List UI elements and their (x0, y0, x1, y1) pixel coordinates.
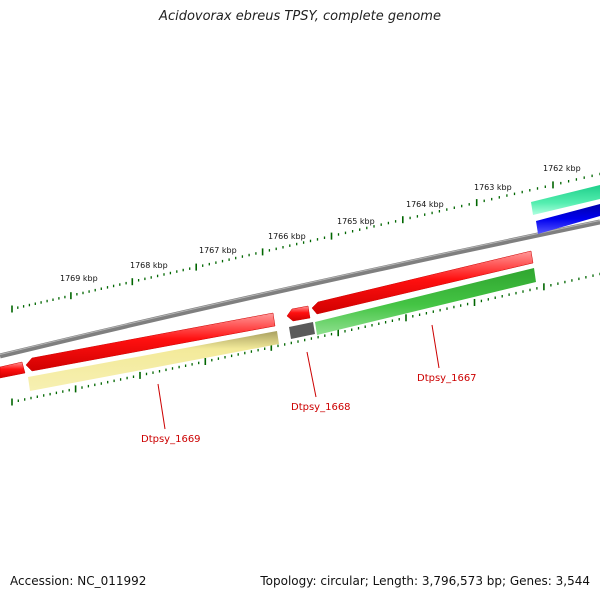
backbone-ring-highlight (0, 220, 600, 355)
gene-label-dtpsy-1668[interactable]: Dtpsy_1668 (291, 402, 351, 413)
cog-feature-yellow (28, 331, 279, 391)
cog-feature-green (315, 268, 536, 335)
accession-text: Accession: NC_011992 (10, 574, 147, 588)
leader-line-dtpsy-1669 (157, 383, 166, 430)
gene-arrow-dtpsy-1667[interactable] (311, 250, 534, 315)
cog-feature-blue (536, 204, 600, 234)
topology-text: Topology: circular; Length: 3,796,573 bp… (260, 574, 590, 588)
scale-label-1762: 1762 kbp (543, 164, 581, 173)
scale-label-1764: 1764 kbp (406, 200, 444, 209)
map-title: Acidovorax ebreus TPSY, complete genome (159, 9, 441, 24)
scale-label-1766: 1766 kbp (268, 232, 306, 241)
gene-label-dtpsy-1667[interactable]: Dtpsy_1667 (417, 373, 477, 384)
gene-arrow-left-partial (0, 361, 26, 379)
leader-line-dtpsy-1668 (306, 351, 317, 398)
scale-label-1769: 1769 kbp (60, 274, 98, 283)
scale-label-1768: 1768 kbp (130, 261, 168, 270)
cog-feature-teal (531, 185, 600, 215)
scale-label-1767: 1767 kbp (199, 246, 237, 255)
gene-arrow-dtpsy-1669[interactable] (25, 312, 276, 372)
gene-arrow-dtpsy-1668[interactable] (286, 305, 311, 322)
cog-feature-gray (289, 322, 315, 339)
scale-label-1765: 1765 kbp (337, 217, 375, 226)
scale-label-1763: 1763 kbp (474, 183, 512, 192)
gene-label-dtpsy-1669[interactable]: Dtpsy_1669 (141, 434, 201, 445)
leader-line-dtpsy-1667 (431, 324, 440, 369)
inner-scale-ticks (11, 272, 600, 406)
backbone-ring (0, 219, 600, 359)
outer-scale-ticks (11, 172, 600, 313)
